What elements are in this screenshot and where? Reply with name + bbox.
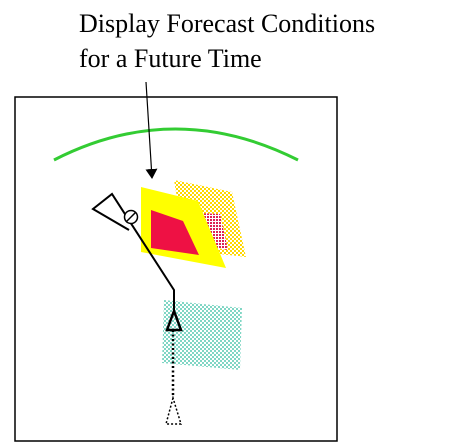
forecast-annotation: Display Forecast Conditions for a Future… bbox=[79, 6, 449, 76]
forecast-cell-inner bbox=[151, 210, 199, 255]
display-frame bbox=[14, 96, 338, 442]
annotation-line-1: Display Forecast Conditions bbox=[79, 9, 376, 38]
flight-route bbox=[91, 192, 175, 312]
arrow-icon bbox=[145, 81, 158, 179]
annotation-line-2: for a Future Time bbox=[79, 44, 262, 73]
trail-area bbox=[162, 300, 242, 370]
crossed-circle-icon bbox=[123, 209, 139, 225]
dotted-triangle-icon bbox=[165, 395, 183, 425]
triangle-outline-icon bbox=[165, 307, 183, 332]
range-arc bbox=[53, 127, 299, 162]
